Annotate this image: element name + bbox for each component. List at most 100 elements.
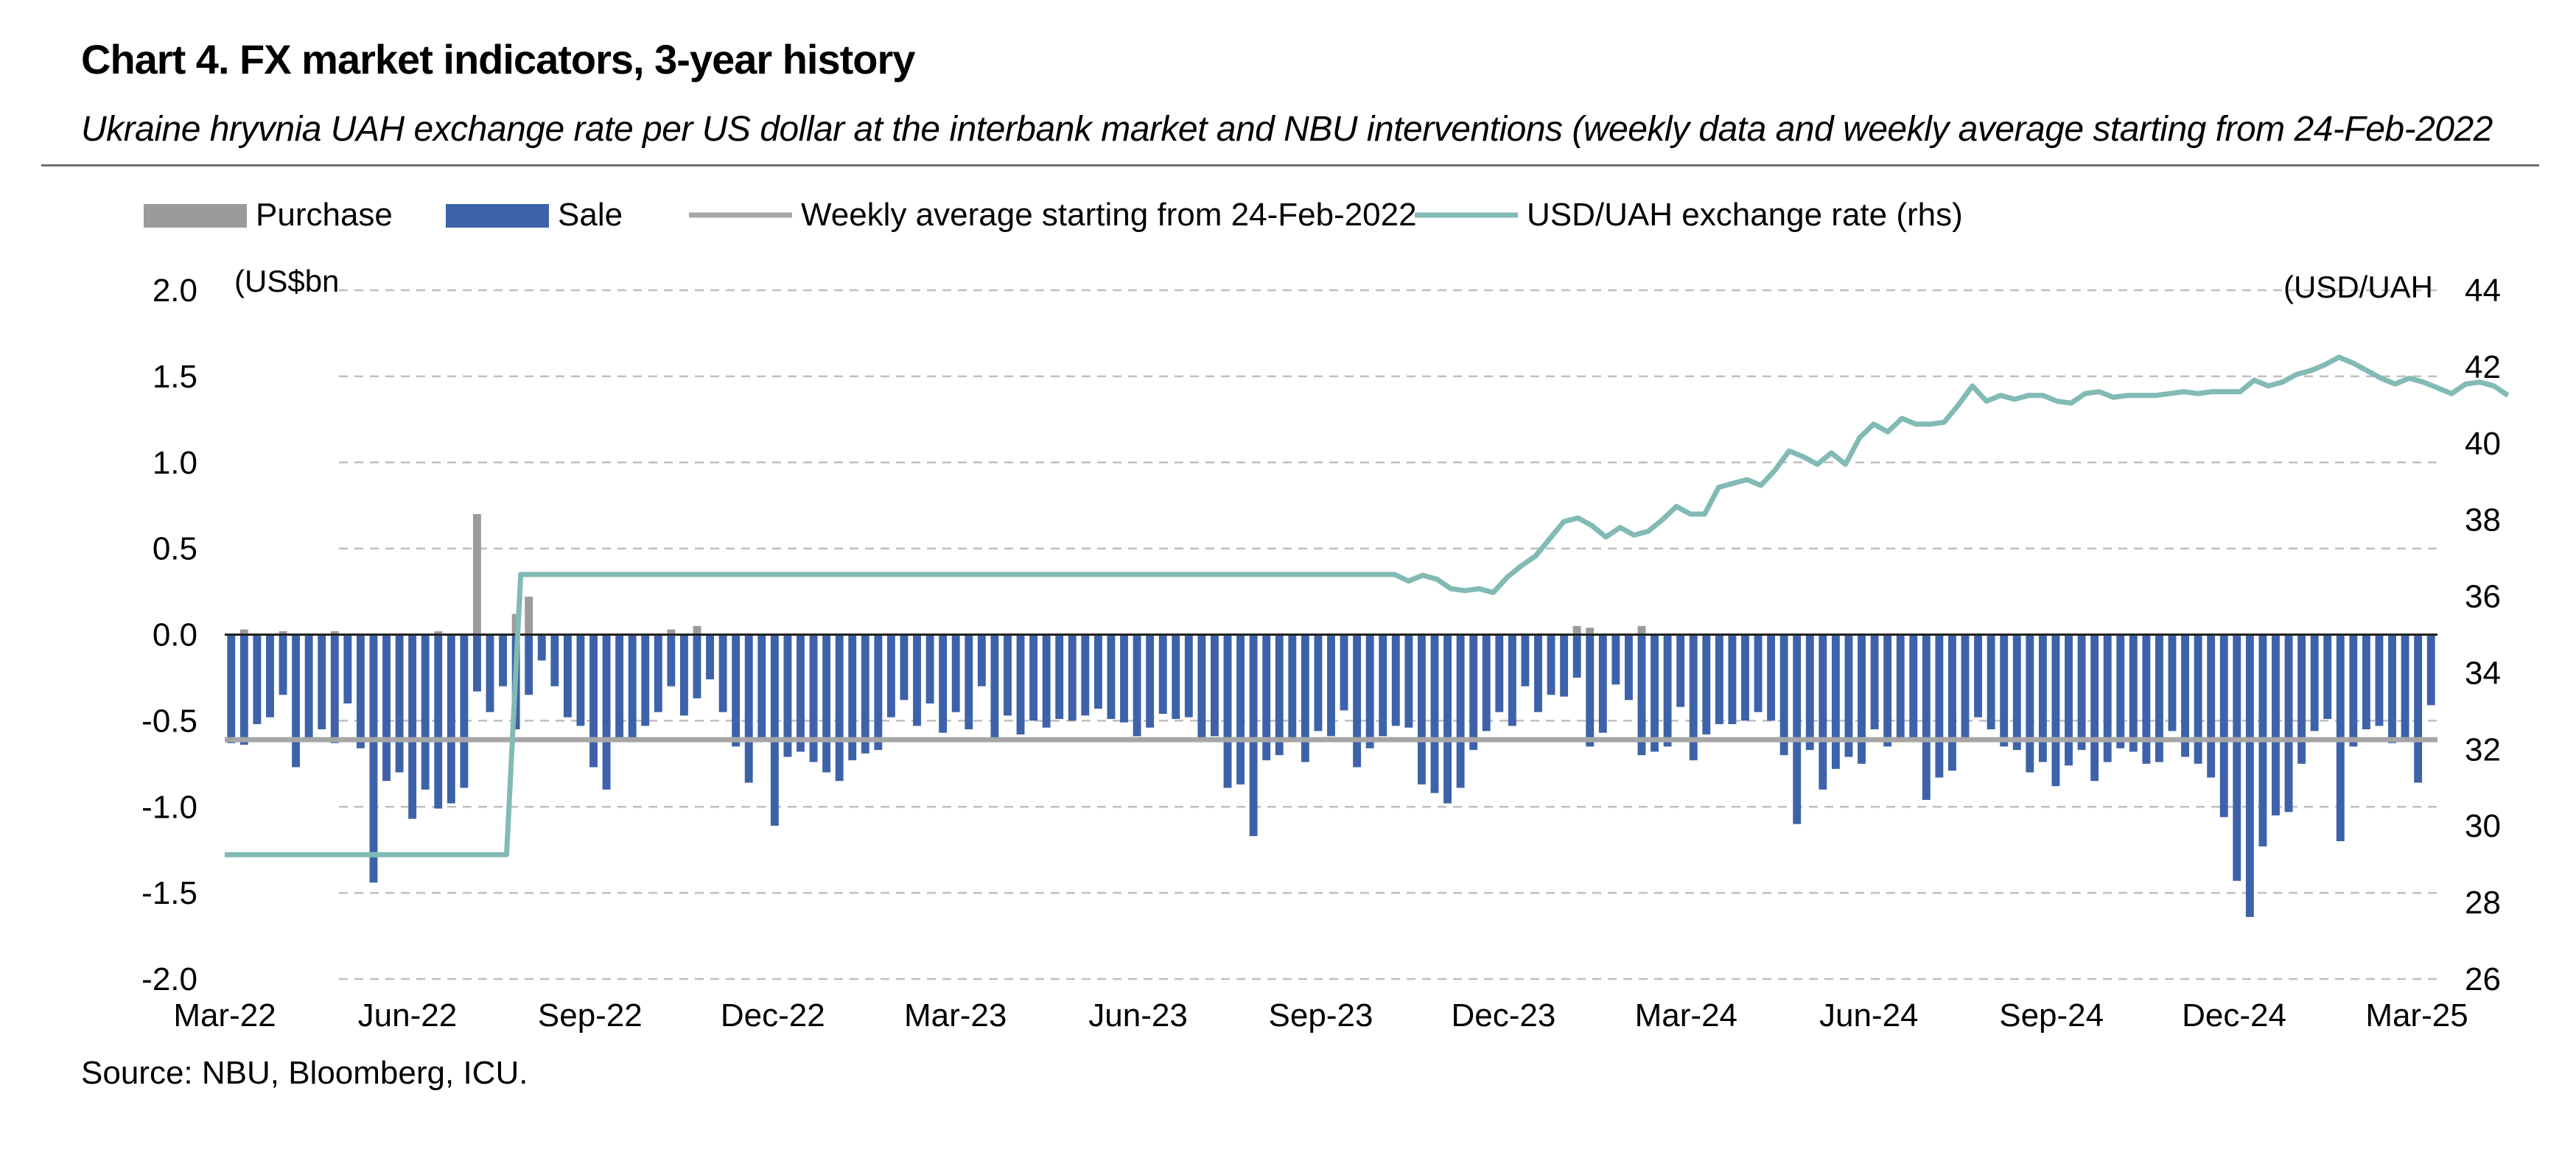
legend-label-exchange-rate: USD/UAH exchange rate (rhs): [1527, 197, 1963, 233]
x-tick-label: Sep-22: [538, 997, 643, 1034]
right-tick-label: 28: [2465, 885, 2501, 921]
sale-bar: [2245, 634, 2254, 917]
sale-bar: [679, 634, 688, 716]
sale-bar: [770, 634, 779, 826]
left-tick-label: 2.0: [153, 273, 197, 309]
sale-bar: [499, 634, 508, 687]
sale-bar: [1133, 634, 1141, 737]
sale-bar: [253, 634, 262, 725]
sale-bar: [1948, 634, 1956, 771]
sale-bar: [1417, 634, 1426, 785]
legend-label-weekly-average: Weekly average starting from 24-Feb-2022: [801, 197, 1417, 233]
sale-bar: [1663, 634, 1672, 747]
sale-bar: [589, 634, 598, 768]
purchase-bar: [279, 631, 287, 635]
left-tick-label: 0.5: [153, 531, 197, 567]
sale-bar: [654, 634, 662, 712]
sale-bar: [1844, 634, 1853, 757]
x-tick-label: Mar-23: [904, 997, 1007, 1034]
sale-bar: [900, 634, 909, 701]
sale-bar: [1572, 634, 1581, 678]
sale-bar: [304, 634, 313, 738]
axis-labels: 2.0 1.5 1.0 0.5 0.0 -0.5 -1.0 -1.5 -2.0 44 42 40 38 3…: [141, 264, 2501, 1034]
purchase-bar: [434, 631, 443, 635]
sale-bar: [1469, 634, 1478, 751]
sale-bar: [602, 634, 611, 790]
sale-bar: [732, 634, 741, 747]
sale-bar: [1560, 634, 1569, 697]
purchase-bar: [693, 625, 701, 635]
left-tick-label: 0.0: [153, 617, 197, 653]
sale-bar: [2090, 634, 2099, 782]
sale-bar: [913, 634, 921, 726]
sale-bar: [2038, 634, 2047, 762]
sale-bar: [1534, 634, 1542, 712]
sale-bar: [2219, 634, 2228, 818]
right-tick-label: 30: [2465, 808, 2501, 844]
sale-bar: [1301, 634, 1309, 762]
sale-bar: [706, 634, 714, 680]
legend-label-purchase: Purchase: [256, 197, 393, 233]
sale-bar: [1883, 634, 1892, 747]
sale-bar: [1495, 634, 1504, 712]
chart-subtitle: Ukraine hryvnia UAH exchange rate per US…: [81, 110, 2493, 149]
sale-bar: [1172, 634, 1180, 720]
sale-bar: [1779, 634, 1788, 756]
sale-bar: [1974, 634, 1983, 717]
sale-bar: [797, 634, 805, 752]
sale-bar: [718, 634, 727, 712]
sale-bar: [2401, 634, 2409, 738]
sale-bar: [563, 634, 572, 717]
right-tick-label: 26: [2465, 961, 2501, 997]
sale-bar: [977, 634, 986, 687]
purchase-bar: [1572, 625, 1581, 635]
left-tick-label: -1.0: [141, 789, 197, 825]
sale-bar: [1728, 634, 1737, 725]
sale-bar: [2051, 634, 2060, 787]
sale-bar: [2349, 634, 2358, 747]
left-tick-label: 1.5: [153, 359, 197, 395]
sale-bar: [2026, 634, 2034, 773]
sale-bar: [1081, 634, 1090, 716]
sale-bar: [1379, 634, 1387, 737]
sale-bar: [1586, 634, 1595, 747]
purchase-bar: [525, 597, 533, 635]
sale-bar: [2000, 634, 2009, 747]
x-tick-label: Sep-24: [1999, 997, 2104, 1034]
sale-bar: [1146, 634, 1155, 728]
sale-bar: [965, 634, 973, 730]
sale-bar: [1042, 634, 1051, 728]
purchase-bar: [1637, 625, 1646, 635]
exchange-rate-line: [225, 354, 2510, 857]
purchase-bar: [667, 629, 676, 635]
sale-bar: [1689, 634, 1698, 761]
sale-bar: [1651, 634, 1659, 752]
sale-bar: [408, 634, 417, 819]
sale-bar: [1068, 634, 1077, 721]
sale-bar: [2129, 634, 2138, 752]
sale-bar: [473, 634, 481, 692]
sale-bar: [1909, 634, 1918, 740]
sale-bar: [550, 634, 559, 687]
sale-bar: [2388, 634, 2396, 743]
sale-bar: [783, 634, 792, 757]
sale-bar: [1353, 634, 1362, 768]
sale-bar: [227, 634, 236, 743]
right-tick-label: 38: [2465, 502, 2501, 538]
sale-bar: [886, 634, 895, 717]
right-tick-label: 40: [2465, 426, 2501, 462]
sale-bar: [822, 634, 831, 773]
source-note: Source: NBU, Bloomberg, ICU.: [81, 1055, 528, 1091]
sale-bar: [2375, 634, 2384, 726]
sale-bar: [1741, 634, 1749, 721]
sale-bar: [1793, 634, 1802, 824]
sale-bar: [1624, 634, 1633, 701]
sale-bar: [1158, 634, 1167, 715]
sale-bar: [1715, 634, 1723, 725]
x-tick-label: Jun-22: [358, 997, 458, 1034]
sale-bar: [2284, 634, 2293, 813]
sale-bar: [1547, 634, 1555, 695]
sale-bar: [1767, 634, 1776, 721]
sale-bar: [939, 634, 948, 733]
sale-bar: [1288, 634, 1297, 738]
